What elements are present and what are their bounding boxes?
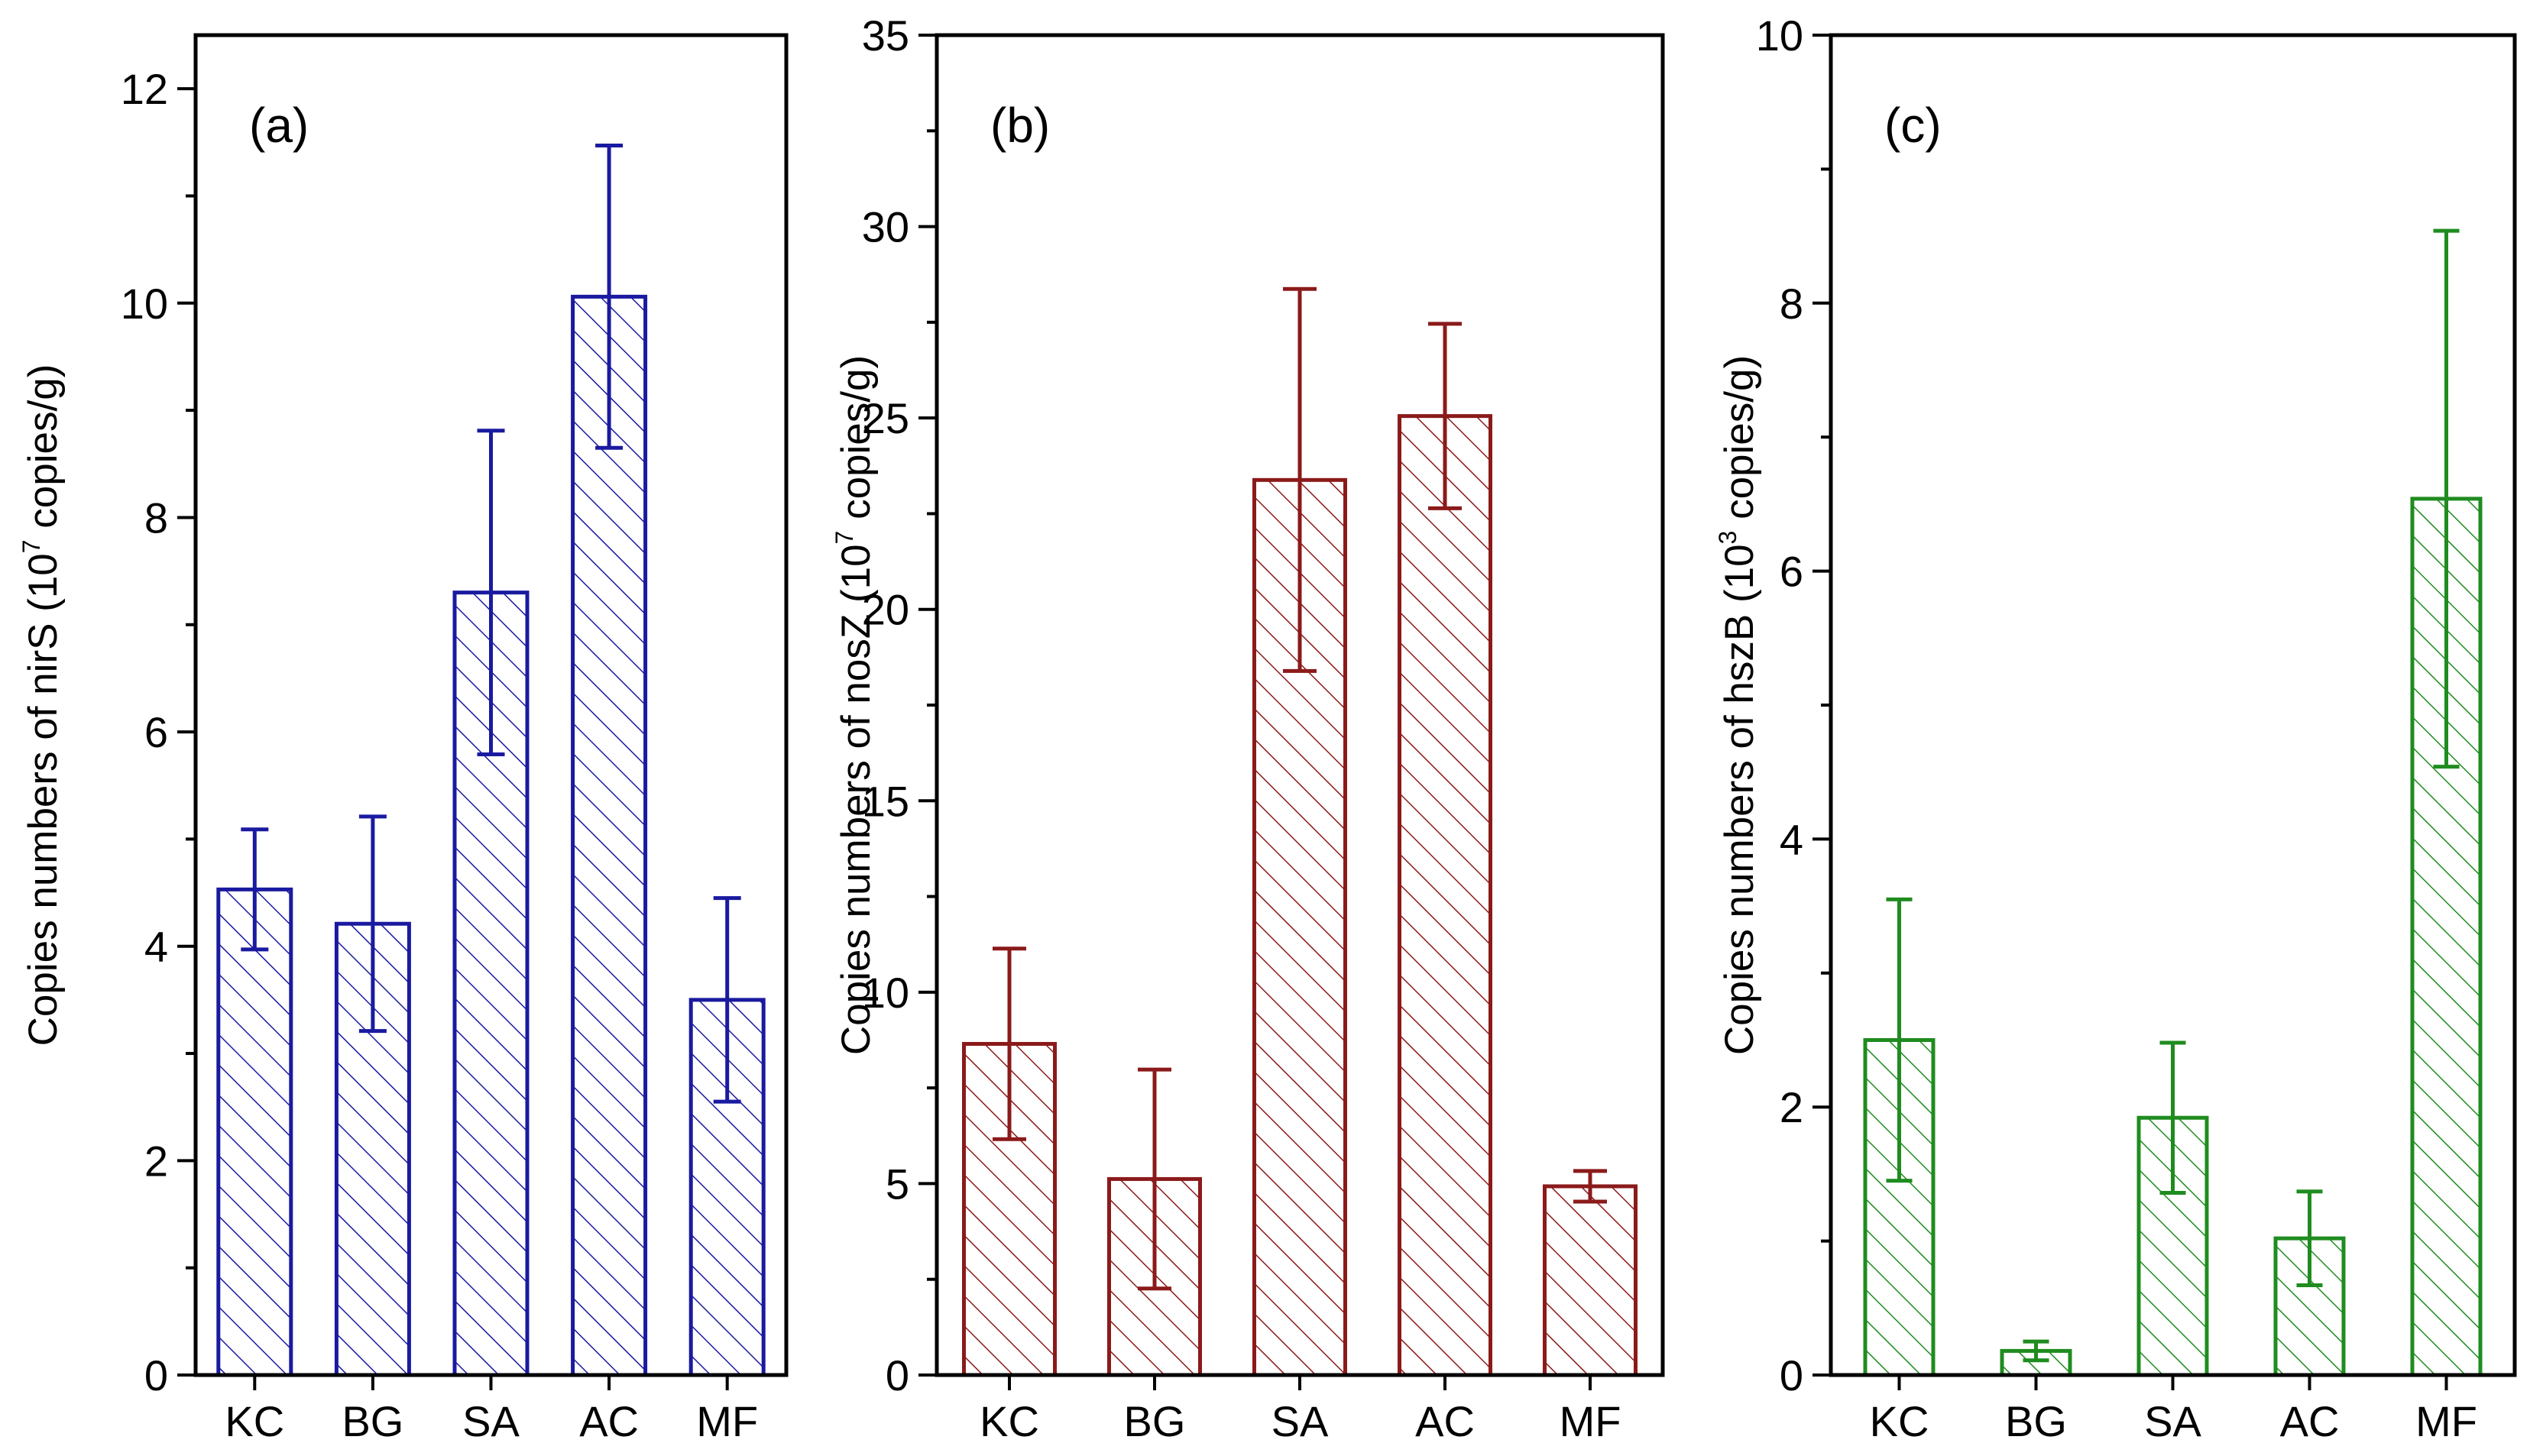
y-axis-title-exponent: 7 xyxy=(831,531,858,545)
x-tick-label: SA xyxy=(462,1397,520,1445)
error-bar-mf xyxy=(1573,1169,1607,1204)
bar-mf xyxy=(1543,1184,1638,1377)
error-bar-mf xyxy=(2433,228,2460,769)
y-axis-title-unit: copies/g) xyxy=(21,364,66,540)
chart-panel-2: 0 5 10 15 20 25 30 35 KC BG SA AC MF (b) Copies number… xyxy=(831,11,1665,1445)
x-tick-label: AC xyxy=(2280,1397,2340,1445)
error-bar-ac xyxy=(595,144,624,450)
y-tick-label: 35 xyxy=(862,11,909,60)
y-tick-label: 5 xyxy=(886,1160,909,1208)
error-bar-kc xyxy=(993,946,1026,1141)
y-tick-label: 0 xyxy=(1780,1351,1803,1399)
y-axis-title-main: Copies numbers of nosZ (10 xyxy=(834,544,879,1055)
y-tick-label: 30 xyxy=(862,203,909,251)
x-tick-label: BG xyxy=(2005,1397,2067,1445)
error-bar-ac xyxy=(2296,1189,2323,1287)
y-tick-label: 2 xyxy=(144,1137,168,1185)
x-tick-label: BG xyxy=(342,1397,403,1445)
x-tick-label: AC xyxy=(1415,1397,1475,1445)
x-tick-label: BG xyxy=(1124,1397,1186,1445)
panel-label: (b) xyxy=(990,98,1050,153)
y-tick-label: 25 xyxy=(862,394,909,442)
error-bar-kc xyxy=(1886,897,1913,1183)
y-tick-label: 10 xyxy=(121,280,168,328)
y-tick-label: 10 xyxy=(1756,11,1803,60)
y-tick-label: 0 xyxy=(144,1351,168,1399)
x-tick-label: MF xyxy=(696,1397,758,1445)
bar-kc xyxy=(1863,1038,1936,1377)
chart-panel-1: 0 2 4 6 8 10 12 KC BG SA AC MF (a) Copies numbers of … xyxy=(18,33,789,1445)
y-axis-title-exponent: 3 xyxy=(1714,531,1741,545)
y-axis-title-exponent: 7 xyxy=(18,539,45,553)
x-tick-label: MF xyxy=(1560,1397,1621,1445)
x-tick-label: AC xyxy=(579,1397,639,1445)
error-bar-mf xyxy=(713,896,741,1104)
y-tick-label: 8 xyxy=(144,493,168,542)
y-axis-title-unit: copies/g) xyxy=(834,355,879,531)
error-bar-sa xyxy=(477,429,505,757)
x-tick-label: MF xyxy=(2415,1397,2477,1445)
y-tick-label: 20 xyxy=(862,586,909,634)
y-axis-title: Copies numbers of nirS (107 copies/g) xyxy=(18,364,66,1047)
bar-ac xyxy=(571,294,648,1377)
y-tick-label: 6 xyxy=(1780,548,1803,596)
y-tick-label: 4 xyxy=(144,923,168,971)
y-tick-label: 4 xyxy=(1780,815,1803,863)
x-tick-label: KC xyxy=(1870,1397,1929,1445)
bar-kc xyxy=(216,887,293,1377)
y-axis-title: Copies numbers of hszB (103 copies/g) xyxy=(1714,355,1762,1055)
y-axis-title-main: Copies numbers of hszB (10 xyxy=(1717,544,1762,1055)
error-bar-bg xyxy=(1138,1067,1171,1291)
y-tick-label: 6 xyxy=(144,708,168,756)
error-bar-bg xyxy=(2023,1339,2049,1363)
chart-panel-3: 0 2 4 6 8 10 KC BG SA AC MF (c) Copies numbers of hs… xyxy=(1714,11,2517,1445)
x-tick-label: SA xyxy=(1271,1397,1329,1445)
error-bar-ac xyxy=(1428,322,1462,510)
x-tick-label: KC xyxy=(980,1397,1039,1445)
panel-label: (a) xyxy=(249,98,309,153)
y-tick-label: 0 xyxy=(886,1351,909,1399)
error-bar-sa xyxy=(2159,1040,2186,1195)
error-bar-kc xyxy=(241,827,269,952)
y-tick-label: 10 xyxy=(862,969,909,1017)
error-bar-bg xyxy=(358,814,387,1034)
y-axis-title-unit: copies/g) xyxy=(1717,355,1762,531)
bar-ac xyxy=(1398,414,1492,1377)
error-bar-sa xyxy=(1283,286,1317,673)
x-tick-label: KC xyxy=(225,1397,284,1445)
y-axis-title-main: Copies numbers of nirS (10 xyxy=(21,553,66,1046)
x-tick-label: SA xyxy=(2144,1397,2201,1445)
y-tick-label: 15 xyxy=(862,777,909,825)
y-tick-label: 12 xyxy=(121,65,168,113)
y-tick-label: 8 xyxy=(1780,280,1803,328)
y-axis-title: Copies numbers of nosZ (107 copies/g) xyxy=(831,355,879,1055)
y-tick-label: 2 xyxy=(1780,1083,1803,1131)
panel-label: (c) xyxy=(1884,98,1942,153)
